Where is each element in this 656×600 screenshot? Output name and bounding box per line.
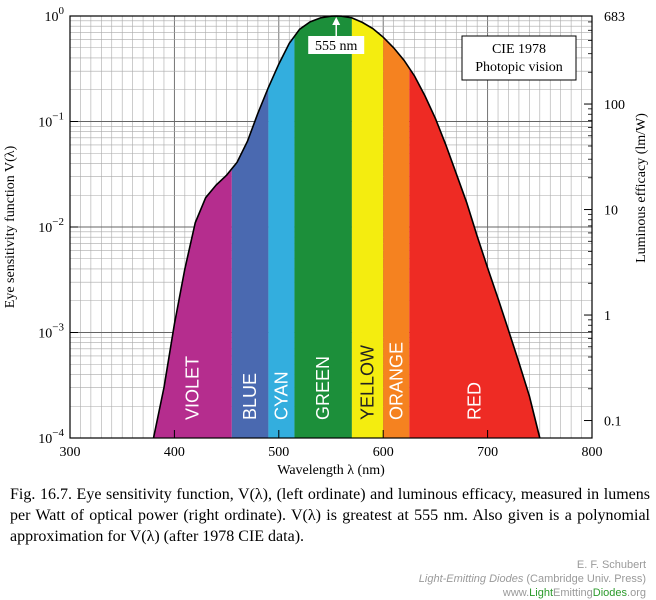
band-fill-orange [383,37,410,439]
y-right-tick-label: 0.1 [604,415,622,430]
x-tick-label: 600 [373,445,394,460]
band-label-violet: VIOLET [183,356,203,420]
peak-label: 555 nm [315,39,358,54]
band-fill-yellow [351,17,384,439]
band-label-orange: ORANGE [386,342,406,420]
y-left-tick-label: 100 [45,5,65,25]
y-right-tick-label: 100 [604,98,625,113]
y-right-tick-label: 1 [604,309,611,324]
band-fill-violet [153,168,232,438]
peak-arrow-head [332,17,341,25]
url-prefix: www. [502,587,530,599]
url-diodes: Diodes [592,587,628,599]
y-left-tick-label: 10−4 [38,427,64,447]
figure-caption: Fig. 16.7. Eye sensitivity function, V(λ… [10,486,650,545]
chart-annotations: 555 nm CIE 1978 Photopic vision [308,17,577,81]
band-label-cyan: CYAN [271,371,291,420]
band-fill-red [409,68,540,438]
band-fill-cyan [268,36,295,438]
credit-author: E. F. Schubert [576,559,646,571]
band-label-red: RED [465,382,485,420]
legend-line: Photopic vision [475,60,563,75]
y-left-tick-label: 10−3 [38,322,64,342]
credit-publisher: (Cambridge Univ. Press) [526,573,646,585]
spectral-band-fills [153,16,540,439]
y-right-axis-label: Luminous efficacy (lm/W) [634,113,649,263]
band-label-yellow: YELLOW [358,345,378,420]
credit-book: Light-Emitting Diodes (Cambridge Univ. P… [419,572,646,586]
band-fill-green [294,16,352,438]
url-emitting: Emitting [553,587,593,599]
y-left-axis-label: Eye sensitivity function V(λ) [3,145,18,308]
credit-block: E. F. Schubert Light-Emitting Diodes (Ca… [419,558,646,600]
legend-box [461,35,577,81]
y-left-tick-label: 10−2 [38,216,64,236]
url-light: Light [529,587,554,599]
credit-book-title: Light-Emitting Diodes [418,573,524,585]
peak-label-box [308,36,365,54]
x-tick-label: 800 [582,445,603,460]
y-left-tick-label: 10−1 [38,111,64,131]
credit-url[interactable]: www.LightEmittingDiodes.org [419,586,646,600]
y-right-tick-label: 683 [604,10,625,25]
x-tick-label: 500 [268,445,289,460]
legend-line: CIE 1978 [492,42,546,57]
band-label-green: GREEN [313,356,333,420]
spectral-band-labels: VIOLET BLUE CYAN GREEN YELLOW ORANGE RED [183,342,485,420]
band-label-blue: BLUE [240,373,260,420]
x-axis-label: Wavelength λ (nm) [277,463,385,478]
x-tick-label: 300 [60,445,81,460]
x-tick-label: 400 [164,445,185,460]
url-suffix: .org [627,587,646,599]
band-fill-blue [231,87,269,438]
y-right-tick-label: 10 [604,204,618,219]
x-tick-label: 700 [477,445,498,460]
eye-sensitivity-chart: VIOLET BLUE CYAN GREEN YELLOW ORANGE RED 300 40… [3,5,649,478]
